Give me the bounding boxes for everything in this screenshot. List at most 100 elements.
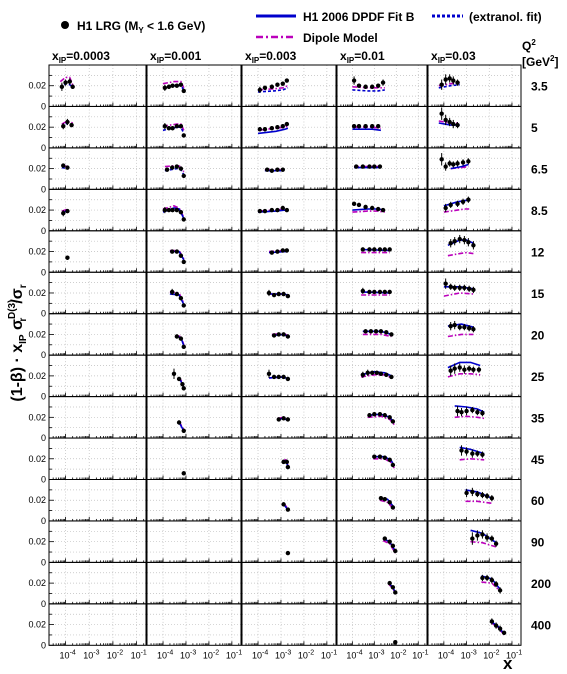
y-tick-label: 0.02 xyxy=(28,371,46,381)
y-tick-label: 0.02 xyxy=(28,122,46,132)
data-point xyxy=(377,454,383,459)
data-point xyxy=(378,495,384,501)
data-point xyxy=(61,210,66,216)
data-point xyxy=(475,533,480,538)
data-point xyxy=(365,370,370,375)
panel-data xyxy=(285,550,291,556)
data-point xyxy=(178,82,184,87)
panel-data xyxy=(443,196,471,213)
data-point xyxy=(497,626,503,631)
data-point xyxy=(356,123,362,129)
data-point xyxy=(471,243,476,248)
data-point xyxy=(169,289,175,295)
x-tick-label: 10-2 xyxy=(298,649,314,660)
dipole-curve xyxy=(447,333,474,338)
data-point xyxy=(284,459,290,465)
panel-data xyxy=(162,123,186,138)
panel: 00.02 xyxy=(28,561,147,609)
panel-data xyxy=(439,153,471,171)
data-point xyxy=(476,367,482,372)
data-point xyxy=(455,161,460,166)
data-point xyxy=(451,78,456,83)
data-point xyxy=(439,82,444,87)
data-point xyxy=(178,123,184,129)
q2-bin-label: 400 xyxy=(531,619,551,633)
y-tick-label: 0.02 xyxy=(28,454,46,464)
data-point xyxy=(178,209,184,215)
data-point xyxy=(275,167,280,172)
data-point xyxy=(360,288,366,294)
data-point xyxy=(275,82,280,87)
data-point xyxy=(448,241,453,246)
data-point xyxy=(464,408,469,414)
data-point xyxy=(356,83,362,88)
data-point xyxy=(284,78,290,83)
data-point xyxy=(275,207,280,213)
data-point xyxy=(181,217,186,222)
data-point xyxy=(276,374,281,380)
data-point xyxy=(176,420,182,425)
data-point xyxy=(266,290,272,296)
data-point xyxy=(439,111,444,116)
panel: 00.02 xyxy=(28,105,147,153)
data-point xyxy=(363,123,368,129)
data-point xyxy=(281,374,286,380)
data-point xyxy=(264,167,270,172)
y-tick-label: 0.02 xyxy=(28,288,46,298)
data-point xyxy=(378,329,384,334)
fit-curve xyxy=(352,89,385,92)
data-point xyxy=(174,291,180,297)
data-point xyxy=(460,199,466,204)
data-point xyxy=(377,247,383,252)
data-point xyxy=(174,249,180,254)
panel-data xyxy=(362,329,394,338)
data-point xyxy=(475,451,480,456)
data-point xyxy=(447,161,452,166)
q2-bin-label: 8.5 xyxy=(531,204,548,218)
fit-curve xyxy=(438,83,460,89)
panel-data xyxy=(480,574,503,594)
data-point xyxy=(369,84,375,89)
data-point xyxy=(281,332,286,337)
data-point xyxy=(356,202,362,208)
x-tick-label: 10-3 xyxy=(461,649,477,660)
data-point xyxy=(389,332,394,337)
data-point xyxy=(471,327,476,332)
data-point xyxy=(480,575,485,581)
data-point xyxy=(447,119,452,125)
data-point xyxy=(70,84,75,89)
panel: 00.02 xyxy=(28,437,147,485)
data-point xyxy=(447,76,452,81)
q2-bin-label: 12 xyxy=(531,246,545,260)
data-point xyxy=(372,454,377,459)
data-point xyxy=(387,580,392,586)
y-tick-label: 0 xyxy=(41,101,46,111)
data-point xyxy=(181,303,186,308)
y-tick-label: 0 xyxy=(41,557,46,567)
data-point xyxy=(380,80,386,85)
data-point xyxy=(443,164,448,169)
data-point xyxy=(257,208,263,214)
data-point xyxy=(460,160,466,165)
data-point xyxy=(382,496,388,502)
data-point xyxy=(170,83,175,88)
legend-data-marker xyxy=(61,21,69,29)
data-point xyxy=(455,201,460,207)
q2-bin-label: 35 xyxy=(531,411,545,425)
fit-curve xyxy=(257,87,289,93)
data-point xyxy=(466,286,472,292)
data-point xyxy=(174,207,180,213)
y-tick-label: 0 xyxy=(41,226,46,236)
data-point xyxy=(354,164,359,169)
fit-curve xyxy=(164,167,185,176)
fit-curve xyxy=(352,128,382,132)
panel-data xyxy=(387,580,398,595)
data-point xyxy=(174,334,180,339)
panel-data xyxy=(360,369,394,380)
x-axis-label: x xyxy=(503,654,513,673)
data-point xyxy=(61,123,66,129)
data-point xyxy=(375,206,381,212)
data-point xyxy=(372,164,377,169)
data-point xyxy=(164,167,170,172)
panel-data xyxy=(372,454,396,469)
